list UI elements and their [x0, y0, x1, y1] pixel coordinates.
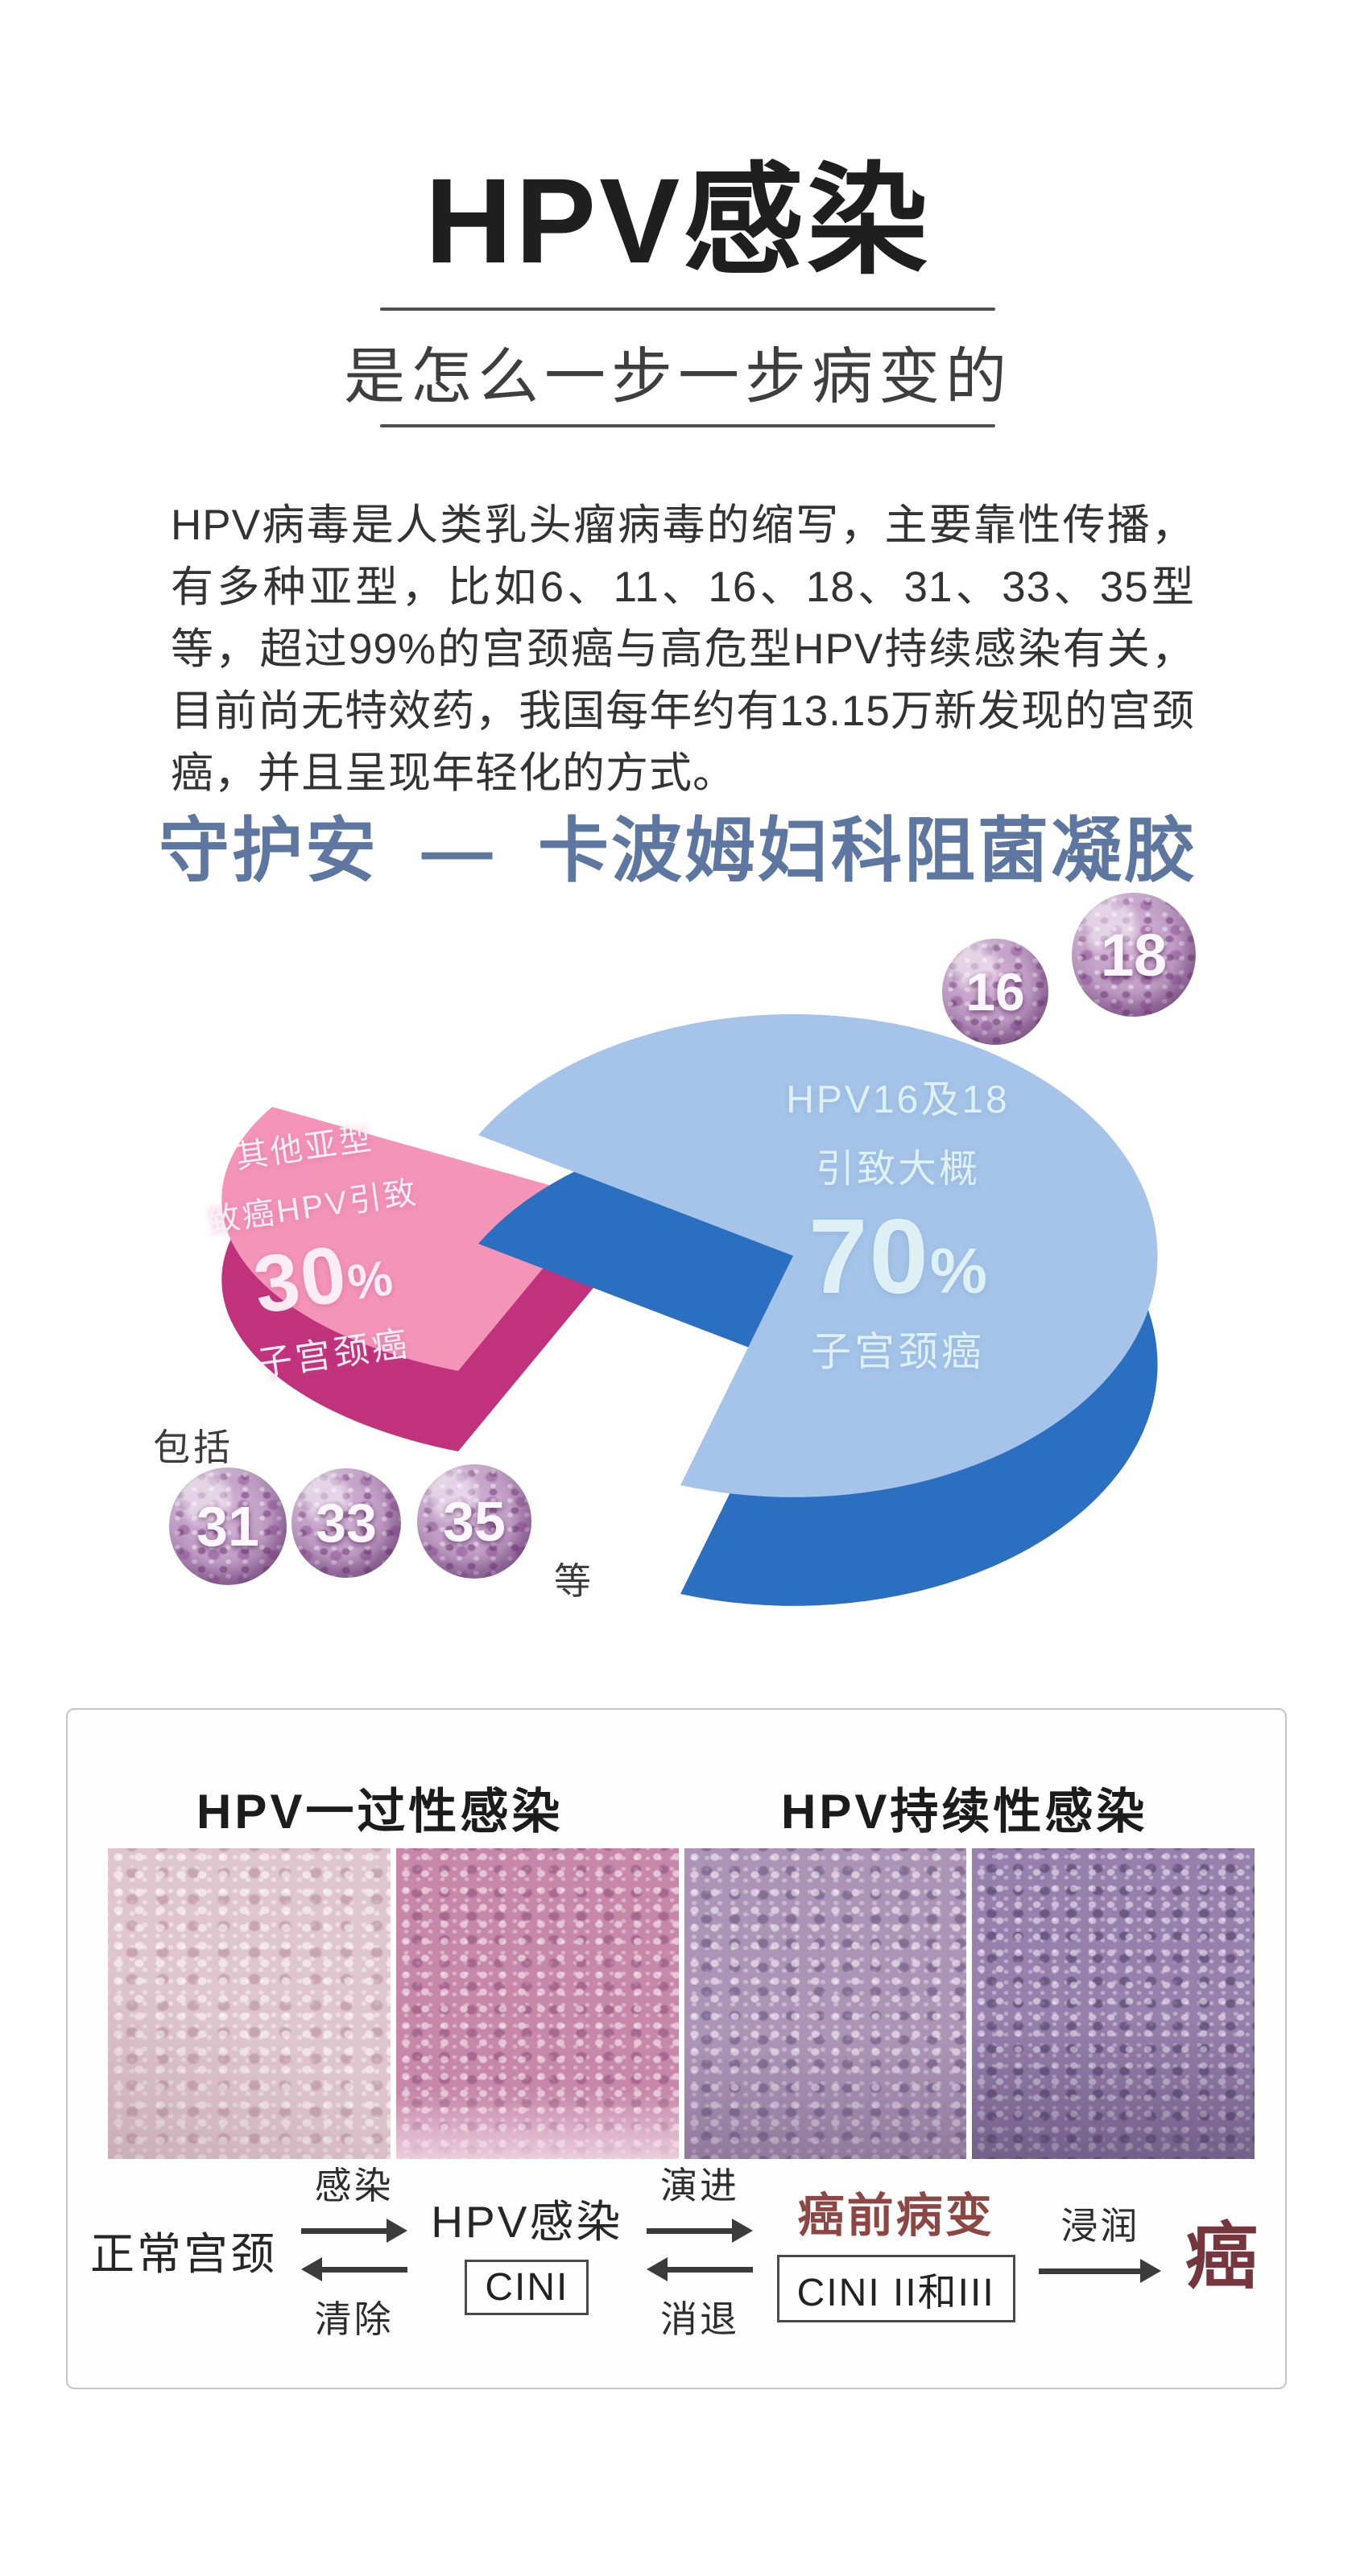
flow-node-precancer-label: 癌前病变	[797, 2190, 994, 2242]
product-headline: 守护安 — 卡波姆妇科阻菌凝胶	[159, 811, 1197, 890]
flow-transition-2: 演进 消退	[647, 2157, 754, 2343]
double-arrow-2	[647, 2218, 754, 2282]
virus-ball-18-label: 18	[1100, 921, 1168, 989]
flow-label-progression: 演进	[660, 2165, 740, 2207]
double-arrow-1	[300, 2218, 407, 2282]
virus-ball-35: 35	[417, 1464, 531, 1579]
pie-slice-hpv1618-top	[478, 1013, 1158, 1497]
include-label: 包括	[153, 1426, 234, 1468]
flow-node-precancer: 癌前病变 CINI II和III	[776, 2178, 1015, 2322]
virus-ball-31: 31	[169, 1468, 287, 1585]
flow-label-clearance: 清除	[314, 2298, 394, 2340]
flow-node-cancer: 癌	[1184, 2217, 1258, 2297]
pie-label-hpv1618: HPV16及18 引致大概 70% 子宫颈癌	[749, 1067, 1047, 1377]
transient-infection-heading: HPV一过性感染	[196, 1785, 564, 1839]
progression-flow: 正常宫颈 感染 清除 HPV感染 CINI 演进 消退	[68, 2149, 1285, 2351]
flow-node-normal-cervix: 正常宫颈	[90, 2229, 278, 2279]
persistent-infection-heading: HPV持续性感染	[781, 1785, 1148, 1839]
flow-label-infection: 感染	[314, 2165, 394, 2207]
arrow-left-icon	[300, 2256, 407, 2282]
histology-strip	[108, 1848, 1255, 2159]
histology-panel-cin3	[972, 1848, 1255, 2159]
flow-transition-3: 浸润	[1039, 2197, 1162, 2284]
flow-transition-1: 感染 清除	[300, 2157, 407, 2343]
pie-label-other: 其他亚型 致癌HPV引致 30% 子宫颈癌	[155, 1101, 483, 1397]
flow-node-hpv-infection: HPV感染 CINI	[431, 2186, 622, 2315]
virus-ball-16: 16	[942, 939, 1048, 1045]
histology-panel-cin2	[684, 1848, 967, 2159]
pie-slice-other-top	[221, 1107, 600, 1371]
histology-panel-cin1	[395, 1848, 679, 2159]
flow-node-hpv-infection-label: HPV感染	[431, 2196, 623, 2247]
arrow-right-icon	[1039, 2258, 1162, 2284]
arrow-left-icon	[647, 2256, 754, 2282]
arrow-right-icon	[647, 2218, 754, 2244]
cin1-box: CINI	[465, 2259, 589, 2315]
virus-ball-33-label: 33	[316, 1492, 377, 1554]
pie-label-hpv1618-line1: HPV16及18	[786, 1079, 1010, 1121]
virus-ball-31-label: 31	[196, 1495, 259, 1558]
flow-label-regression: 消退	[660, 2298, 740, 2340]
etc-label: 等	[554, 1560, 594, 1602]
virus-ball-35-label: 35	[443, 1490, 506, 1553]
pie-label-hpv1618-line2: 引致大概	[815, 1148, 980, 1191]
cin23-box: CINI II和III	[776, 2255, 1015, 2322]
virus-ball-16-label: 16	[965, 962, 1025, 1022]
arrow-right-icon	[300, 2218, 407, 2244]
intro-paragraph: HPV病毒是人类乳头瘤病毒的缩写，主要靠性传播，有多种亚型，比如6、11、16、…	[171, 502, 1195, 797]
divider-top	[380, 308, 995, 311]
pie-sublabel-hpv1618: 子宫颈癌	[811, 1328, 985, 1374]
pie-value-hpv1618: 70%	[808, 1197, 987, 1315]
flow-label-invasion: 浸润	[1060, 2205, 1140, 2247]
histology-panel-normal	[108, 1848, 391, 2159]
divider-bottom	[380, 424, 995, 427]
page-title: HPV感染	[424, 153, 932, 288]
page-subtitle: 是怎么一步一步病变的	[344, 343, 1012, 411]
virus-ball-18: 18	[1072, 893, 1196, 1017]
virus-ball-33: 33	[291, 1468, 401, 1578]
pathology-card: HPV一过性感染 HPV持续性感染 正常宫颈 感染 清除 HPV感染 CINI	[66, 1708, 1287, 2389]
